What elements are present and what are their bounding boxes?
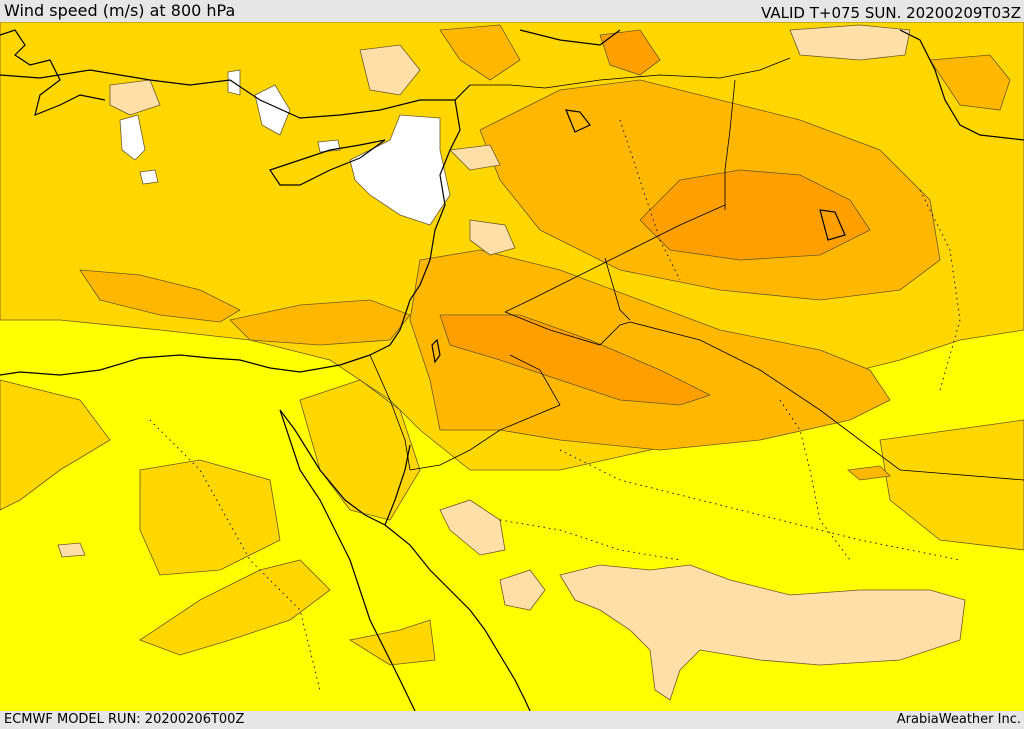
band-peach-greece xyxy=(109,79,161,116)
band-peach-hejaz xyxy=(439,499,506,556)
border-jordan-saudi xyxy=(504,311,1024,481)
dotted-boundary-4 xyxy=(779,399,851,561)
band-yellow-east xyxy=(879,419,1024,551)
coast-black-sea xyxy=(519,29,621,46)
credit: ArabiaWeather Inc. xyxy=(896,712,1021,727)
border-turkey-syria xyxy=(470,57,791,89)
band-peach-turkey xyxy=(359,44,421,96)
band-peach-south xyxy=(559,564,966,701)
coast-aegean xyxy=(0,29,106,116)
border-egypt-israel xyxy=(369,354,411,471)
band-peach-northeast xyxy=(789,24,911,61)
dotted-boundary-5 xyxy=(499,519,681,561)
band-peach-west-egypt xyxy=(57,542,86,558)
coast-lake-van xyxy=(565,109,591,133)
band-amber-med xyxy=(229,299,411,346)
valid-time: VALID T+075 SUN. 20200209T03Z xyxy=(761,4,1021,22)
band-amber-north xyxy=(439,24,521,81)
band-orange-jordan xyxy=(439,314,712,406)
header-bar: Wind speed (m/s) at 800 hPa VALID T+075 … xyxy=(0,0,1024,22)
coast-cyprus xyxy=(269,139,386,186)
map-title: Wind speed (m/s) at 800 hPa xyxy=(4,1,236,20)
coastlines xyxy=(0,29,1024,711)
coast-egypt-north xyxy=(0,354,371,376)
coast-turkey-south xyxy=(0,69,471,119)
border-jordan-iraq xyxy=(604,257,631,321)
band-white-cyprus-sea xyxy=(349,114,451,226)
band-yellow-redsea xyxy=(348,619,436,666)
dotted-boundary-3 xyxy=(619,119,681,281)
band-orange-iraq xyxy=(639,169,871,261)
model-run: ECMWF MODEL RUN: 20200206T00Z xyxy=(4,712,245,727)
coast-caspian-fragment xyxy=(899,29,1024,141)
band-yellow-west xyxy=(0,379,111,511)
band-peach-arabia xyxy=(499,569,546,611)
dotted-boundary-2 xyxy=(559,449,961,561)
coast-gulf-of-suez xyxy=(279,409,386,526)
dotted-boundary-6 xyxy=(919,189,961,391)
border-iraq-iran xyxy=(724,79,736,210)
coast-lake-urmia xyxy=(819,209,846,241)
band-orange-north xyxy=(599,29,661,76)
band-yellow-center xyxy=(139,459,281,576)
borders xyxy=(369,57,1024,481)
coast-levant xyxy=(369,99,461,356)
band-peach-lebanon xyxy=(469,219,516,256)
band-white-aegean xyxy=(119,114,146,161)
coast-dead-sea xyxy=(431,338,441,364)
band-amber-east xyxy=(929,54,1011,111)
wind-speed-map[interactable] xyxy=(0,22,1024,711)
coast-red-sea-east xyxy=(384,524,531,711)
band-peach-syria xyxy=(449,144,501,171)
footer-bar: ECMWF MODEL RUN: 20200206T00Z ArabiaWeat… xyxy=(0,711,1024,729)
band-white-west xyxy=(139,169,159,185)
border-syria-iraq xyxy=(504,204,726,313)
coast-gulf-of-aqaba xyxy=(384,444,411,526)
band-amber-west xyxy=(79,269,241,323)
band-yellow-south xyxy=(139,559,331,656)
border-saudi-jordan-south xyxy=(409,354,561,471)
band-white-turkey xyxy=(254,84,291,136)
band-amber-small xyxy=(847,465,891,481)
dotted-boundaries xyxy=(149,119,961,691)
coast-red-sea-west xyxy=(279,409,416,711)
